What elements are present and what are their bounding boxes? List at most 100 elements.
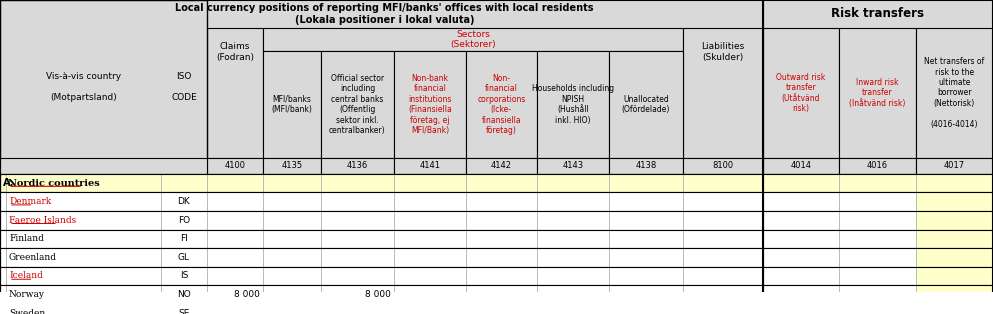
Bar	[0, 285, 993, 304]
Text: 4138: 4138	[636, 161, 656, 171]
Text: Greenland: Greenland	[9, 253, 57, 262]
Bar	[763, 174, 839, 192]
Bar	[609, 267, 683, 285]
Text: GL: GL	[178, 253, 190, 262]
Bar	[763, 211, 839, 230]
Text: Inward risk
transfer
(Inåtvänd risk): Inward risk transfer (Inåtvänd risk)	[849, 78, 906, 108]
Bar	[394, 230, 466, 248]
Bar	[839, 285, 916, 304]
Bar	[839, 211, 916, 230]
Text: MFI/banks
(MFI/bank): MFI/banks (MFI/bank)	[271, 95, 313, 114]
Text: ISO

CODE: ISO CODE	[171, 72, 197, 102]
Bar	[6, 285, 161, 304]
Text: 4141: 4141	[419, 161, 440, 171]
Bar	[263, 51, 321, 158]
Text: 4016: 4016	[867, 161, 888, 171]
Text: Official sector
including
central banks
(Offentlig
sektor inkl.
centralbanker): Official sector including central banks …	[329, 74, 385, 135]
Bar	[839, 174, 916, 192]
Bar	[207, 230, 263, 248]
Text: Unallocated
(Ofördelade): Unallocated (Ofördelade)	[622, 95, 670, 114]
Bar	[321, 158, 394, 174]
Bar	[0, 192, 993, 211]
Bar	[394, 192, 466, 211]
Bar	[916, 267, 993, 285]
Text: 4136: 4136	[347, 161, 368, 171]
Text: Nordic countries: Nordic countries	[8, 179, 99, 187]
Bar	[394, 51, 466, 158]
Bar	[763, 192, 839, 211]
Text: Norway: Norway	[9, 290, 45, 299]
Bar	[609, 304, 683, 314]
Text: IS: IS	[180, 272, 188, 280]
Bar	[394, 158, 466, 174]
Bar	[466, 248, 537, 267]
Text: Non-bank
financial
institutions
(Finansiella
företag, ej
MFI/Bank): Non-bank financial institutions (Finansi…	[408, 74, 452, 135]
Bar	[263, 248, 321, 267]
Bar	[466, 192, 537, 211]
Bar	[0, 211, 993, 230]
Bar	[839, 230, 916, 248]
Bar	[0, 211, 6, 230]
Bar	[321, 267, 394, 285]
Bar	[394, 304, 466, 314]
Bar	[763, 0, 993, 28]
Bar	[321, 211, 394, 230]
Bar	[161, 304, 207, 314]
Text: 4142: 4142	[491, 161, 511, 171]
Text: NO: NO	[177, 290, 191, 299]
Text: 4017: 4017	[943, 161, 965, 171]
Bar	[916, 304, 993, 314]
Bar	[683, 285, 763, 304]
Bar	[683, 248, 763, 267]
Bar	[263, 230, 321, 248]
Bar	[161, 230, 207, 248]
Bar	[321, 51, 394, 158]
Bar	[763, 0, 993, 174]
Bar	[394, 267, 466, 285]
Bar	[263, 304, 321, 314]
Bar	[683, 304, 763, 314]
Text: Households including
NPISH
(Hushåll
inkl. HIO): Households including NPISH (Hushåll inkl…	[532, 84, 614, 125]
Bar	[916, 230, 993, 248]
Bar	[763, 304, 839, 314]
Bar	[537, 174, 609, 192]
Bar	[537, 267, 609, 285]
Bar	[763, 285, 839, 304]
Bar	[321, 304, 394, 314]
Bar	[683, 28, 763, 158]
Bar	[466, 211, 537, 230]
Bar	[161, 192, 207, 211]
Bar	[6, 267, 161, 285]
Bar	[6, 211, 161, 230]
Bar	[609, 211, 683, 230]
Bar	[537, 192, 609, 211]
Bar	[0, 0, 207, 174]
Bar	[916, 248, 993, 267]
Bar	[537, 248, 609, 267]
Bar	[207, 174, 263, 192]
Text: 4014: 4014	[790, 161, 811, 171]
Text: 8 000: 8 000	[365, 290, 391, 299]
Bar	[609, 174, 683, 192]
Bar	[839, 248, 916, 267]
Bar	[763, 230, 839, 248]
Bar	[839, 28, 916, 158]
Bar	[609, 285, 683, 304]
Bar	[609, 51, 683, 158]
Bar	[0, 192, 6, 211]
Text: FO: FO	[178, 216, 190, 225]
Bar	[207, 285, 263, 304]
Bar	[839, 192, 916, 211]
Bar	[321, 285, 394, 304]
Bar	[916, 158, 993, 174]
Bar	[263, 28, 683, 51]
Bar	[763, 28, 839, 158]
Bar	[394, 174, 466, 192]
Bar	[263, 174, 321, 192]
Bar	[0, 230, 993, 248]
Text: 8 000: 8 000	[234, 290, 260, 299]
Bar	[537, 304, 609, 314]
Bar	[609, 192, 683, 211]
Bar	[683, 211, 763, 230]
Bar	[916, 28, 993, 158]
